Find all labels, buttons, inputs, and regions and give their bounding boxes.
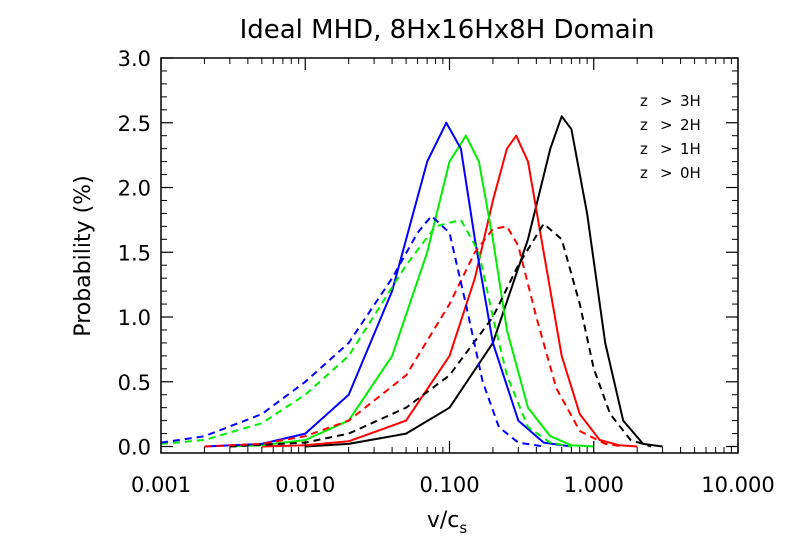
series-dashed-z-0h [160, 215, 544, 448]
legend-height: 3H [680, 92, 701, 110]
x-tick-label: 10.000 [701, 473, 774, 497]
plot-frame [160, 57, 739, 454]
series-dashed-z-1h [160, 218, 572, 448]
x-tick-label: 1.000 [564, 473, 624, 497]
y-axis-label: Probability (%) [71, 175, 96, 336]
y-tick-label: 2.5 [118, 112, 151, 136]
y-tick-label: 0.0 [118, 436, 151, 460]
legend-z: z [640, 92, 648, 110]
legend-z: z [640, 164, 648, 182]
y-tick-label: 2.0 [118, 177, 151, 201]
y-tick-label: 0.5 [118, 371, 151, 395]
legend-z: z [640, 116, 648, 134]
series-solid-z-3h [305, 115, 663, 448]
legend-height: 2H [680, 116, 701, 134]
series-solid-z-2h [261, 134, 638, 448]
y-tick-label: 1.5 [118, 241, 151, 265]
x-tick-label: 0.001 [131, 473, 191, 497]
legend-z: z [640, 140, 648, 158]
series-layer [160, 115, 663, 448]
series-dashed-z-2h [204, 225, 624, 448]
y-tick-label: 1.0 [118, 306, 151, 330]
chart-title: Ideal MHD, 8Hx16Hx8H Domain [240, 15, 655, 45]
series-dashed-z-3h [229, 222, 652, 448]
x-axis-label: v/cs [427, 508, 468, 537]
legend-height: 0H [680, 164, 701, 182]
legend-operator: > [660, 140, 673, 158]
series-solid-z-1h [229, 134, 594, 448]
legend-height: 1H [680, 140, 701, 158]
legend-operator: > [660, 92, 673, 110]
legend-operator: > [660, 116, 673, 134]
y-tick-label: 3.0 [118, 47, 151, 71]
x-axis-label-main: v/c [427, 508, 460, 533]
x-axis-label-subscript: s [459, 519, 467, 537]
ticks-layer: 0.001 0.010 0.100 1.000 10.000 0.0 0.5 1.0 1.5 2.… [118, 47, 775, 497]
x-tick-label: 0.010 [275, 473, 335, 497]
legend-operator: > [660, 164, 673, 182]
x-tick-label: 0.100 [419, 473, 479, 497]
legend: z >3H z >2H z >1H z >0H [640, 92, 701, 182]
series-solid-z-0h [204, 121, 572, 448]
